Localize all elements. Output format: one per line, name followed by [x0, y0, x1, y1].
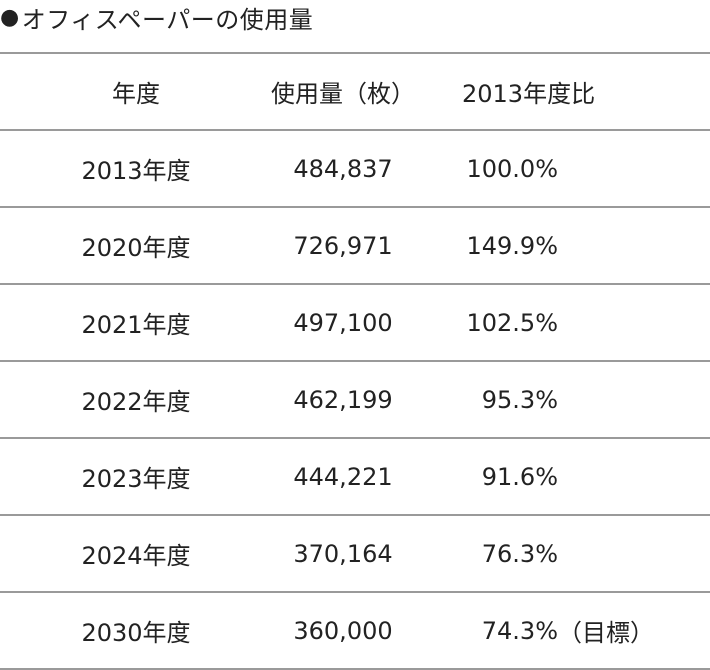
- note-cell: [558, 362, 708, 437]
- year-cell: 2024年度: [81, 542, 191, 570]
- year-cell: 2021年度: [81, 311, 191, 339]
- header-usage: 使用量（枚）: [271, 80, 415, 108]
- table-header-row: 年度 使用量（枚） 2013年度比: [0, 54, 710, 131]
- ratio-cell: 91.6%: [481, 462, 558, 491]
- ratio-cell: 102.5%: [466, 308, 558, 337]
- ratio-cell: 95.3%: [481, 385, 558, 414]
- note-cell: [558, 131, 708, 206]
- table-row: 2030年度 360,000 74.3% （目標）: [0, 593, 710, 670]
- usage-cell: 462,199: [293, 385, 393, 414]
- year-cell: 2022年度: [81, 388, 191, 416]
- paper-usage-table: 年度 使用量（枚） 2013年度比 2013年度 484,837 100.0% …: [0, 52, 710, 670]
- usage-cell: 484,837: [293, 154, 393, 183]
- usage-cell: 444,221: [293, 462, 393, 491]
- table-row: 2022年度 462,199 95.3%: [0, 362, 710, 439]
- ratio-cell: 76.3%: [481, 539, 558, 568]
- ratio-cell: 149.9%: [466, 231, 558, 260]
- page-title-text: オフィスペーパーの使用量: [21, 5, 314, 34]
- year-cell: 2013年度: [81, 157, 191, 185]
- table-row: 2024年度 370,164 76.3%: [0, 516, 710, 593]
- ratio-cell: 100.0%: [466, 154, 558, 183]
- note-cell: [558, 439, 708, 514]
- table-row: 2020年度 726,971 149.9%: [0, 208, 710, 285]
- table-row: 2013年度 484,837 100.0%: [0, 131, 710, 208]
- usage-cell: 370,164: [293, 539, 393, 568]
- bullet-icon: ●: [0, 4, 20, 30]
- note-cell: [558, 516, 708, 591]
- usage-cell: 360,000: [293, 616, 393, 645]
- year-cell: 2030年度: [81, 619, 191, 647]
- ratio-cell: 74.3%: [481, 616, 558, 645]
- note-cell: [558, 208, 708, 283]
- table-row: 2023年度 444,221 91.6%: [0, 439, 710, 516]
- header-ratio: 2013年度比: [462, 80, 596, 108]
- table-row: 2021年度 497,100 102.5%: [0, 285, 710, 362]
- year-cell: 2023年度: [81, 465, 191, 493]
- year-cell: 2020年度: [81, 234, 191, 262]
- page-title: ● オフィスペーパーの使用量: [0, 0, 313, 34]
- usage-cell: 497,100: [293, 308, 393, 337]
- usage-cell: 726,971: [293, 231, 393, 260]
- note-cell: [558, 285, 708, 360]
- note-cell: （目標）: [558, 619, 654, 647]
- header-year: 年度: [112, 80, 160, 108]
